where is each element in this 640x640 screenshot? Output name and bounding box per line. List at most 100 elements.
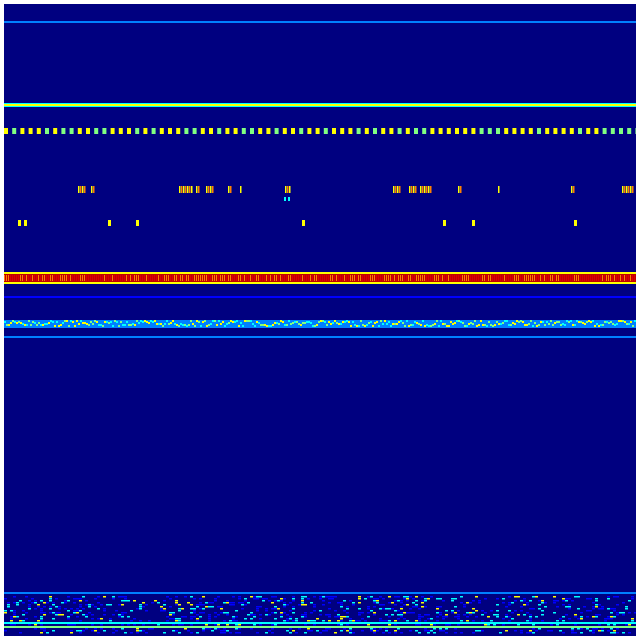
band-noise (139, 606, 142, 608)
band-noise (130, 275, 131, 281)
band-noise (142, 630, 145, 632)
band-noise (286, 275, 287, 281)
band-noise (518, 275, 519, 281)
band-noise (406, 596, 409, 598)
dot-mark (291, 128, 295, 134)
band-noise (538, 604, 541, 606)
band-noise (595, 600, 598, 602)
band-noise (62, 275, 63, 281)
band-noise (610, 275, 611, 281)
band-noise (496, 598, 499, 600)
band-noise (362, 275, 363, 281)
band-noise (226, 275, 227, 281)
band-line (4, 282, 636, 284)
band-noise (79, 630, 82, 632)
band-noise (610, 608, 613, 610)
band-noise (436, 612, 439, 614)
band-noise (530, 275, 531, 281)
band-noise (13, 614, 16, 616)
band-noise (602, 275, 603, 281)
dot-mark (159, 128, 164, 134)
band-noise (614, 275, 615, 281)
band-noise (470, 322, 472, 324)
band-noise (631, 598, 634, 600)
band-noise (454, 628, 457, 630)
band-noise (250, 628, 253, 630)
band-noise (43, 614, 46, 616)
band-noise (199, 598, 202, 600)
band-noise (502, 322, 504, 324)
band-noise (589, 630, 592, 632)
band-noise (25, 618, 28, 620)
band-noise (542, 275, 543, 281)
band-noise (139, 608, 142, 610)
band-noise (382, 323, 384, 325)
band-noise (214, 275, 215, 281)
band-noise (132, 323, 134, 325)
band-noise (278, 323, 280, 325)
band-noise (244, 598, 247, 600)
band-noise (554, 275, 555, 281)
band-noise (494, 324, 496, 326)
band-noise (607, 624, 610, 626)
band-noise (40, 616, 43, 618)
band-noise (55, 612, 58, 614)
band-noise (208, 620, 211, 622)
band-noise (22, 614, 25, 616)
band-noise (328, 608, 331, 610)
band-noise (97, 602, 100, 604)
band-noise (584, 275, 585, 281)
band-noise (542, 321, 544, 323)
band-noise (58, 325, 60, 327)
dot-mark (127, 128, 131, 134)
band-noise (418, 616, 421, 618)
band-noise (40, 628, 43, 630)
band-noise (298, 323, 300, 325)
sparse-mark (185, 186, 187, 193)
band-noise (508, 596, 511, 598)
band-noise (271, 632, 274, 634)
band-noise (352, 620, 355, 622)
band-noise (175, 620, 178, 622)
band-noise (380, 320, 382, 322)
band-noise (304, 322, 306, 324)
band-noise (304, 596, 307, 598)
band-noise (274, 275, 275, 281)
band-noise (631, 620, 634, 622)
band-noise (256, 610, 259, 612)
band-noise (520, 610, 523, 612)
band-noise (382, 275, 383, 281)
band-noise (346, 608, 349, 610)
band-noise (181, 608, 184, 610)
band-noise (118, 616, 121, 618)
band-noise (440, 275, 441, 281)
band-noise (256, 321, 258, 323)
band-noise (18, 321, 20, 323)
band-noise (259, 618, 262, 620)
band-noise (152, 275, 153, 281)
band-noise (235, 624, 238, 626)
band-noise (254, 325, 256, 327)
band-noise (260, 324, 262, 326)
band-noise (136, 628, 139, 630)
band-noise (220, 608, 223, 610)
band-noise (280, 612, 283, 614)
band-noise (160, 275, 161, 281)
band-noise (277, 600, 280, 602)
band-noise (76, 610, 79, 612)
band-noise (452, 275, 453, 281)
band-noise (504, 320, 506, 322)
band-noise (565, 598, 568, 600)
sparse-mark (460, 186, 462, 193)
band-noise (406, 320, 408, 322)
band-noise (244, 275, 245, 281)
band-noise (283, 602, 286, 604)
band-noise (444, 323, 446, 325)
band-noise (280, 598, 283, 600)
band-noise (556, 624, 559, 626)
band-noise (572, 275, 573, 281)
band-noise (529, 600, 532, 602)
band-noise (625, 606, 628, 608)
band-noise (586, 275, 587, 281)
band-noise (43, 630, 46, 632)
